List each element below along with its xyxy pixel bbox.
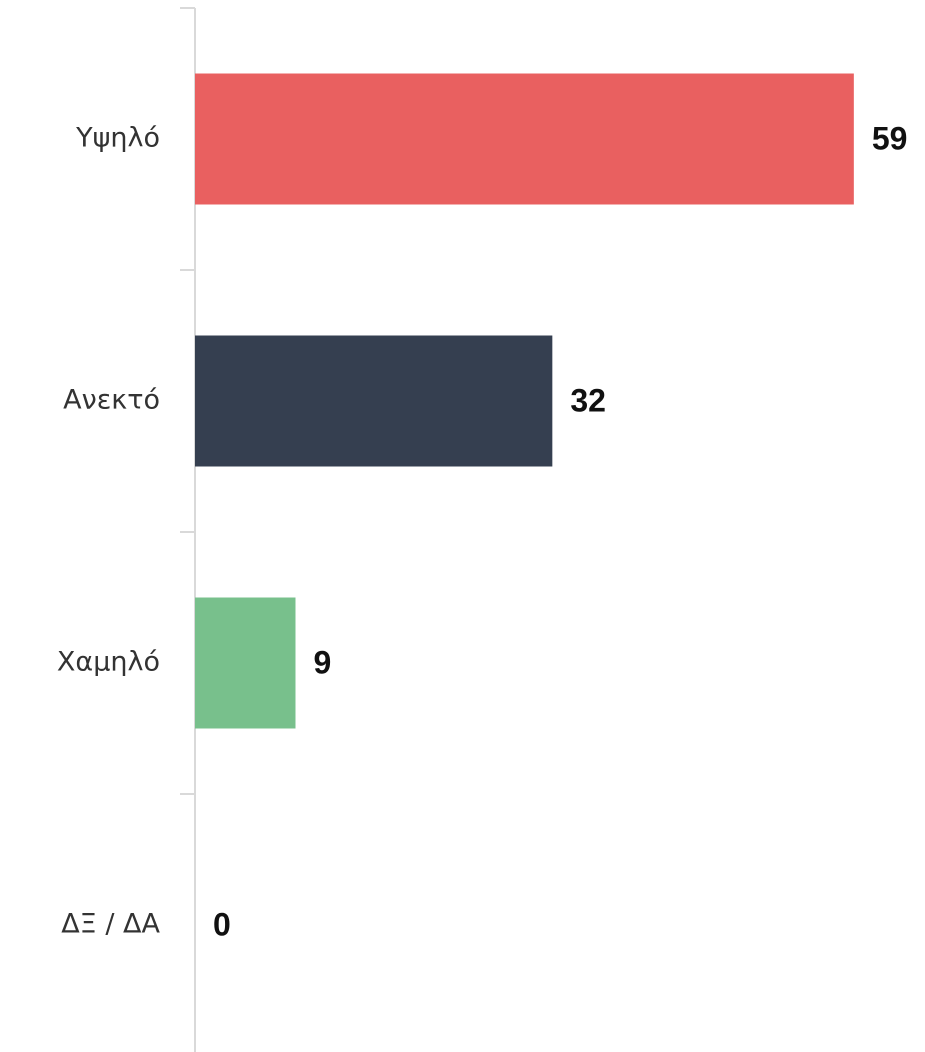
- bar: [195, 597, 296, 729]
- category-label: Ανεκτό: [63, 385, 160, 416]
- category-label: Χαμηλό: [57, 647, 160, 678]
- value-label: 0: [213, 906, 231, 942]
- value-label: 59: [872, 120, 908, 156]
- category-label: ΔΞ / ΔΑ: [61, 909, 160, 940]
- category-label: Υψηλό: [75, 123, 160, 154]
- value-label: 9: [314, 644, 332, 680]
- value-label: 32: [570, 382, 606, 418]
- bar: [195, 335, 553, 467]
- bar: [195, 73, 854, 205]
